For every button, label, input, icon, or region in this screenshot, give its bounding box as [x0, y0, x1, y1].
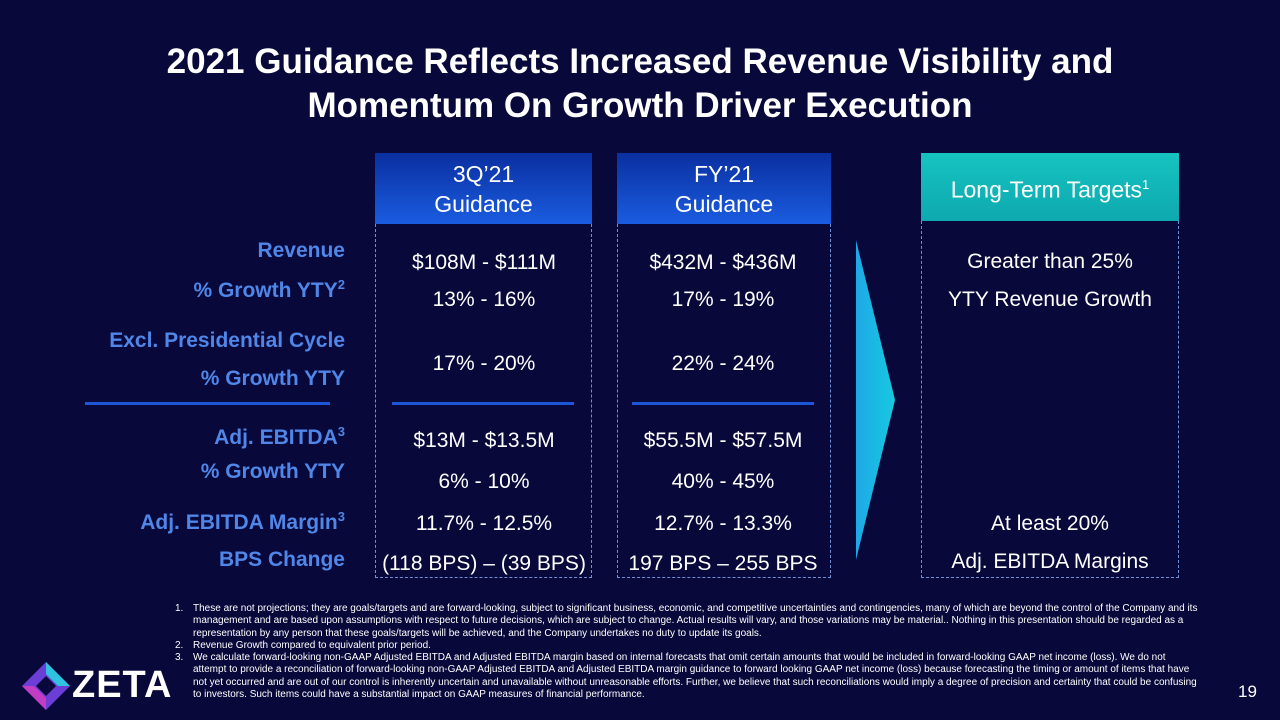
- guidance-value: $432M - $436M: [649, 251, 797, 274]
- logo-icon: [22, 662, 70, 710]
- column-frame: [921, 221, 1179, 578]
- title-line: Momentum On Growth Driver Execution: [307, 86, 973, 125]
- guidance-value: $13M - $13.5M: [413, 429, 555, 452]
- footnote-text: These are not projections; they are goal…: [193, 603, 1198, 639]
- row-label: % Growth YTY2: [193, 277, 345, 303]
- footnote-text: Revenue Growth compared to equivalent pr…: [193, 639, 431, 651]
- guidance-value: 40% - 45%: [671, 470, 775, 493]
- row-label: BPS Change: [219, 548, 345, 572]
- footnote: 1. These are not projections; they are go…: [175, 603, 1200, 640]
- footnote-marker: 3.: [175, 652, 184, 664]
- column-frame: [617, 224, 831, 578]
- guidance-value: 17% - 19%: [671, 288, 775, 311]
- footnote-marker: 2.: [175, 639, 184, 651]
- guidance-value: 6% - 10%: [438, 470, 530, 493]
- column-header: FY’21 Guidance: [617, 153, 831, 224]
- guidance-value: 22% - 24%: [671, 352, 775, 375]
- row-label: Adj. EBITDA3: [214, 424, 345, 450]
- header-text: Guidance: [434, 190, 533, 217]
- row-label: Excl. Presidential Cycle: [109, 329, 345, 353]
- column-frame: [375, 224, 592, 578]
- footnotes: 1. These are not projections; they are go…: [175, 603, 1200, 701]
- logo-text: ZETA: [72, 664, 173, 706]
- target-value: Adj. EBITDA Margins: [951, 550, 1149, 573]
- target-value: At least 20%: [991, 512, 1109, 535]
- row-label: % Growth YTY: [201, 460, 345, 484]
- superscript: 2: [337, 277, 345, 292]
- superscript: 1: [1142, 176, 1150, 192]
- header-text: FY’21: [693, 160, 755, 187]
- row-label-text: Adj. EBITDA: [214, 426, 338, 449]
- guidance-value: 197 BPS – 255 BPS: [628, 552, 818, 575]
- header-text: 3Q’21: [452, 160, 515, 187]
- guidance-value: 13% - 16%: [432, 288, 536, 311]
- header-text: Guidance: [674, 190, 774, 217]
- guidance-value: 12.7% - 13.3%: [654, 512, 792, 535]
- footnote: 2. Revenue Growth compared to equivalent …: [175, 640, 1200, 652]
- row-label: Revenue: [257, 239, 345, 263]
- row-label: % Growth YTY: [201, 367, 345, 391]
- footnote-marker: 1.: [175, 603, 184, 614]
- row-label-text: % Growth YTY: [200, 367, 345, 390]
- arrow: [856, 240, 895, 560]
- row-label-text: % Growth YTY: [193, 279, 338, 302]
- row-label-text: % Growth YTY: [200, 460, 345, 483]
- page-number: 19: [1238, 682, 1257, 701]
- superscript: 3: [337, 509, 345, 524]
- row-label-text: BPS Change: [218, 548, 345, 571]
- guidance-value: $55.5M - $57.5M: [643, 429, 803, 452]
- guidance-value: 11.7% - 12.5%: [415, 512, 553, 535]
- column-header: 3Q’21 Guidance: [375, 153, 592, 224]
- title-line: 2021 Guidance Reflects Increased Revenue…: [166, 42, 1114, 81]
- row-label-text: Revenue: [257, 239, 345, 262]
- separator: [85, 402, 330, 405]
- row-label: Adj. EBITDA Margin3: [140, 509, 345, 535]
- separator: [632, 402, 814, 405]
- row-label-text: Adj. EBITDA Margin: [140, 511, 338, 534]
- footnote: 3. We calculate forward-looking non-GAAP …: [175, 652, 1200, 701]
- guidance-value: 17% - 20%: [432, 352, 536, 375]
- header-text: Long-Term Targets: [950, 176, 1143, 203]
- long-term-header: Long-Term Targets1: [921, 153, 1179, 221]
- target-value: YTY Revenue Growth: [948, 288, 1152, 311]
- guidance-value: (118 BPS) – (39 BPS): [382, 552, 586, 575]
- footnote-text: We calculate forward-looking non-GAAP Ad…: [193, 652, 1197, 701]
- superscript: 3: [337, 424, 345, 439]
- guidance-value: $108M - $111M: [412, 251, 556, 274]
- header-text: Long-Term Targets1: [951, 170, 1150, 205]
- target-value: Greater than 25%: [967, 250, 1133, 273]
- arrow-shape: [856, 240, 895, 560]
- row-label-text: Excl. Presidential Cycle: [109, 329, 345, 352]
- separator: [392, 402, 574, 405]
